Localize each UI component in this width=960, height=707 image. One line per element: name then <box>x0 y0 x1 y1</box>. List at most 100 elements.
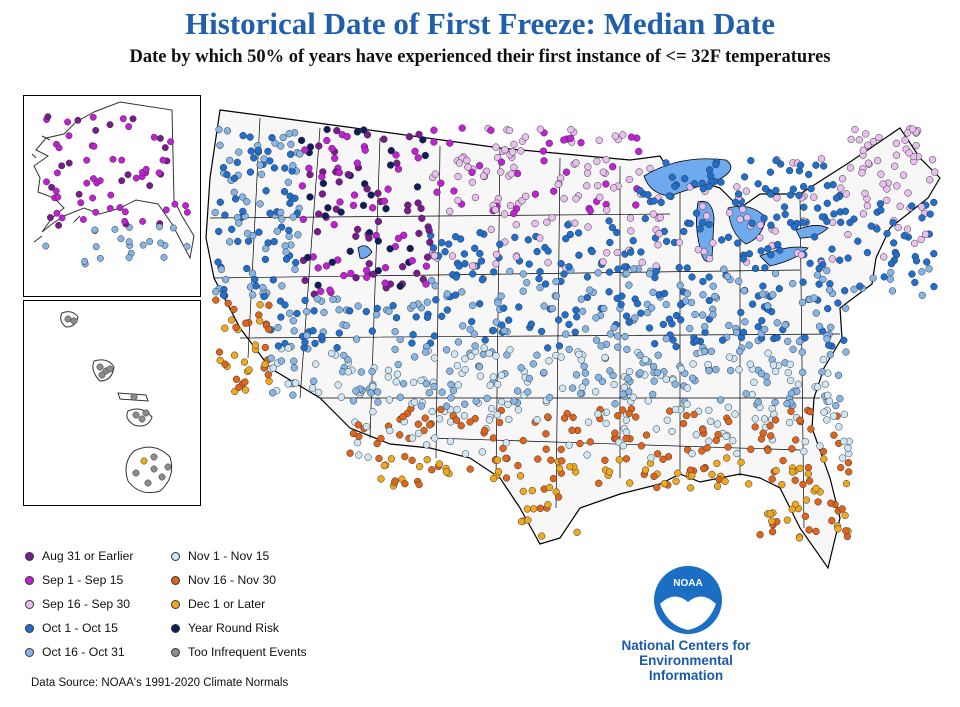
station-marker <box>786 360 794 369</box>
station-marker <box>303 331 311 340</box>
station-marker <box>386 161 395 169</box>
station-marker <box>855 136 863 144</box>
station-marker <box>725 321 733 330</box>
station-marker <box>156 223 163 231</box>
station-marker <box>349 429 358 438</box>
station-marker <box>329 295 337 304</box>
station-marker <box>768 528 777 536</box>
station-marker <box>810 233 819 241</box>
station-marker <box>846 218 854 227</box>
station-marker <box>273 227 281 235</box>
station-marker <box>413 183 422 191</box>
station-marker <box>374 237 382 245</box>
station-marker <box>629 237 637 245</box>
station-marker <box>408 257 416 265</box>
station-marker <box>841 207 850 215</box>
station-marker <box>632 201 640 209</box>
station-marker <box>299 215 307 224</box>
station-marker <box>432 296 440 304</box>
station-marker <box>557 445 565 454</box>
alaska-outline <box>33 101 195 260</box>
station-marker <box>783 400 791 408</box>
station-marker <box>422 441 431 449</box>
station-marker <box>892 139 901 148</box>
station-marker <box>686 219 694 228</box>
station-marker <box>545 357 553 365</box>
station-marker <box>510 397 518 405</box>
station-marker <box>44 113 52 121</box>
station-marker <box>672 311 681 320</box>
station-marker <box>795 191 803 199</box>
station-marker <box>788 468 797 476</box>
station-marker <box>573 528 581 536</box>
station-marker <box>362 422 371 431</box>
station-marker <box>284 380 292 388</box>
station-marker <box>230 305 238 314</box>
station-marker <box>705 254 714 263</box>
station-marker <box>672 477 680 485</box>
station-marker <box>346 307 354 315</box>
station-marker <box>838 505 846 513</box>
station-marker <box>155 169 163 177</box>
station-marker <box>709 311 717 319</box>
station-marker <box>592 314 600 322</box>
station-marker <box>568 384 577 392</box>
station-marker <box>232 323 240 331</box>
station-marker <box>506 267 514 276</box>
station-marker <box>583 169 592 177</box>
station-marker <box>626 214 635 222</box>
station-marker <box>584 163 592 171</box>
station-marker <box>74 116 82 124</box>
station-marker <box>435 415 444 423</box>
station-marker <box>533 351 541 359</box>
station-marker <box>805 477 814 485</box>
station-marker <box>54 193 62 201</box>
station-marker <box>246 133 254 141</box>
station-marker <box>466 465 474 473</box>
station-marker <box>417 402 425 410</box>
station-marker <box>235 219 243 227</box>
station-marker <box>164 463 172 471</box>
station-marker <box>96 254 104 262</box>
station-marker <box>632 413 640 421</box>
station-marker <box>729 436 737 445</box>
station-marker <box>841 287 849 295</box>
station-marker <box>353 159 361 167</box>
station-marker <box>662 375 670 383</box>
station-marker <box>837 218 845 226</box>
station-marker <box>536 268 544 276</box>
station-marker <box>583 182 591 190</box>
station-marker <box>150 453 158 461</box>
station-marker <box>649 362 658 371</box>
station-marker <box>636 187 644 195</box>
station-marker <box>662 335 670 343</box>
station-marker <box>586 438 594 446</box>
station-marker <box>489 326 498 335</box>
station-marker <box>641 355 649 364</box>
station-marker <box>430 126 438 134</box>
station-marker <box>921 230 930 238</box>
station-marker <box>820 408 828 416</box>
station-marker <box>713 482 722 490</box>
station-marker <box>654 241 662 249</box>
station-marker <box>709 282 717 290</box>
station-marker <box>372 310 381 319</box>
station-marker <box>486 381 494 389</box>
station-marker <box>446 207 454 215</box>
station-marker <box>845 468 853 476</box>
station-marker <box>313 228 322 236</box>
station-marker <box>533 416 541 424</box>
station-marker <box>468 317 476 326</box>
station-marker <box>260 292 268 301</box>
station-marker <box>335 329 343 337</box>
station-marker <box>846 164 855 172</box>
station-marker <box>893 182 901 190</box>
station-marker <box>676 281 684 290</box>
station-marker <box>387 147 395 155</box>
station-marker <box>787 389 796 398</box>
station-marker <box>910 239 919 248</box>
station-marker <box>264 147 272 156</box>
station-marker <box>690 180 699 188</box>
station-marker <box>789 345 797 353</box>
station-marker <box>657 198 665 207</box>
